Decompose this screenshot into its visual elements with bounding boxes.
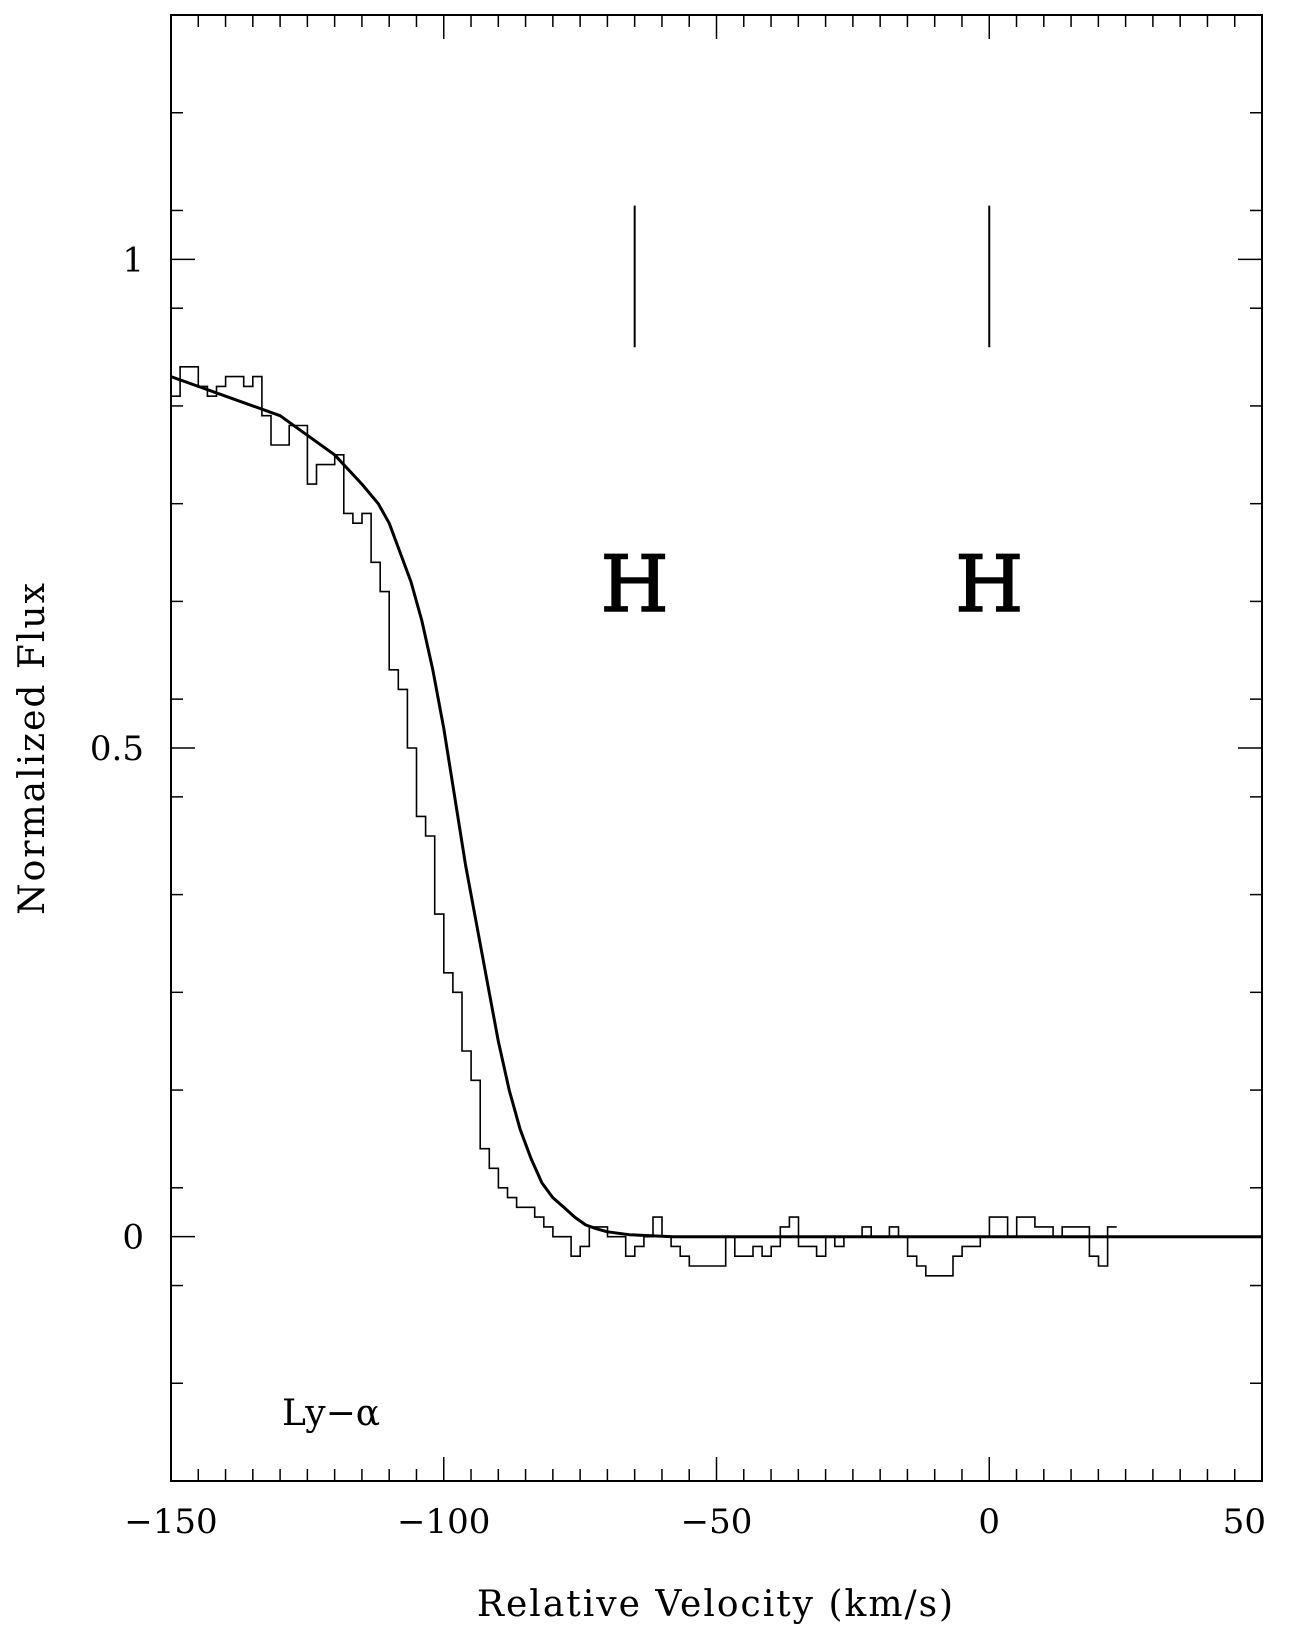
x-tick-label: −50	[681, 1502, 753, 1542]
y-tick-label: 1	[122, 240, 144, 280]
component-marker-label: H	[955, 540, 1023, 630]
x-tick-label: 50	[1223, 1502, 1266, 1542]
component-marker-label: H	[601, 540, 669, 630]
data-histogram	[171, 366, 1117, 1277]
y-tick-label: 0.5	[90, 729, 144, 769]
y-minor-ticks	[171, 14, 1262, 1482]
annotation-label: Ly−α	[282, 1393, 380, 1434]
x-tick-label: −150	[124, 1502, 217, 1542]
y-tick-label: 0	[122, 1218, 144, 1258]
x-tick-label: 0	[978, 1502, 1000, 1542]
x-axis-label: Relative Velocity (km/s)	[477, 1584, 955, 1625]
x-tick-label: −100	[397, 1502, 490, 1542]
fit-curve	[170, 375, 1262, 1239]
y-major-ticks: 00.51	[90, 240, 1262, 1258]
series-layer	[170, 366, 1262, 1277]
x-minor-ticks	[197, 15, 1236, 1481]
x-major-ticks: −150 −100 −50 0 50	[124, 15, 1266, 1542]
y-axis-label: Normalized Flux	[12, 581, 53, 915]
